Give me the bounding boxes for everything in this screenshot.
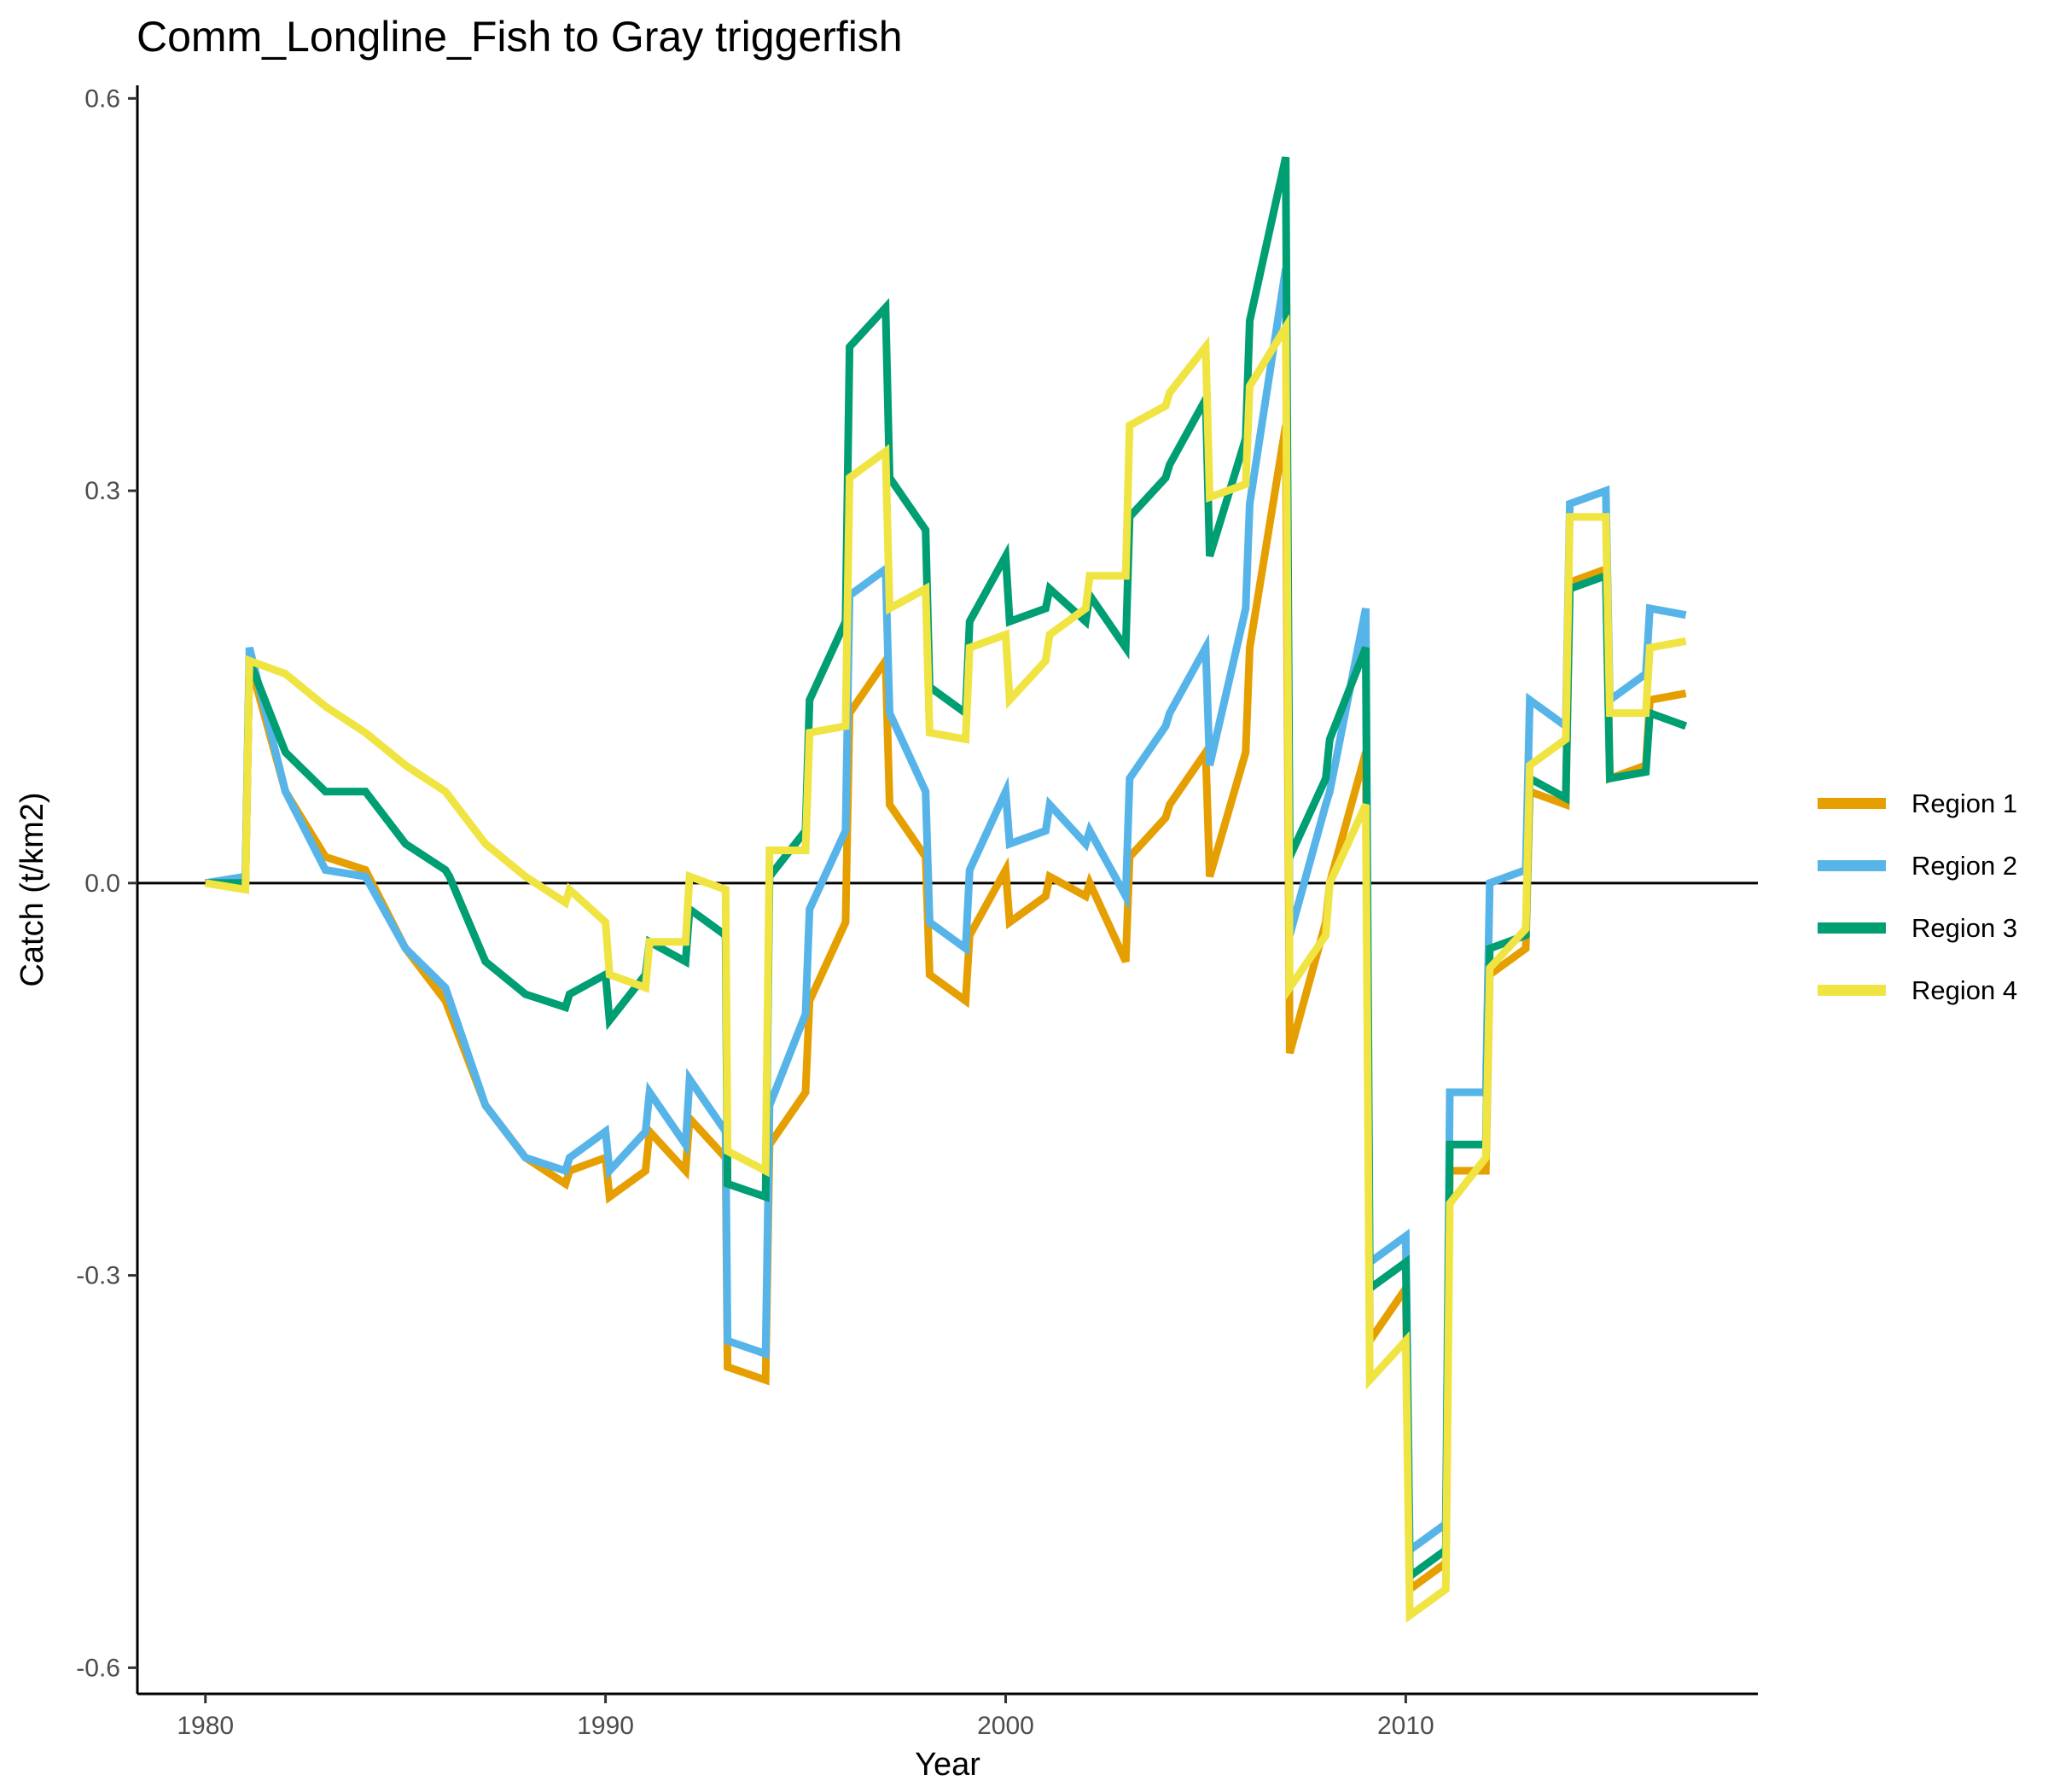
y-ticks: -0.6 -0.3 0.0 0.3 0.6 [76,84,137,1682]
legend-item-region-1: Region 1 [1818,772,2017,835]
x-tick-label: 1990 [577,1712,634,1740]
x-tick-label: 2000 [977,1712,1034,1740]
legend-item-region-3: Region 3 [1818,897,2017,959]
x-tick-label: 1980 [177,1712,234,1740]
series-layer [204,156,1688,1623]
series-line-region-1 [205,424,1687,1597]
x-ticks: 1980 1990 2000 2010 [177,1694,1434,1740]
legend-key [1818,860,1886,871]
y-tick-label: -0.3 [76,1262,120,1290]
series-line-region-2 [204,267,1687,1558]
y-tick-label: 0.0 [84,870,120,898]
legend-item-region-2: Region 2 [1818,835,2017,897]
legend-label: Region 1 [1911,788,2018,818]
y-axis-title: Catch (t/km2) [15,792,50,986]
x-axis-title: Year [915,1747,980,1783]
legend-label: Region 2 [1911,850,2018,881]
series-line-region-4 [204,313,1687,1623]
y-tick-label: -0.6 [76,1654,120,1682]
legend-key [1818,922,1886,934]
x-tick-label: 2010 [1377,1712,1434,1740]
y-tick-label: 0.3 [84,477,120,505]
legend-key [1818,985,1886,996]
legend-key [1818,798,1886,809]
legend-item-region-4: Region 4 [1818,959,2017,1021]
legend: Region 1 Region 2 Region 3 Region 4 [1818,772,2017,1021]
series-line-region-3 [205,156,1688,1584]
legend-label: Region 4 [1911,975,2018,1005]
axes-layer [136,85,1758,1696]
y-tick-label: 0.6 [84,84,120,113]
chart-title: Comm_Longline_Fish to Gray triggerfish [137,13,903,61]
legend-label: Region 3 [1911,912,2018,943]
